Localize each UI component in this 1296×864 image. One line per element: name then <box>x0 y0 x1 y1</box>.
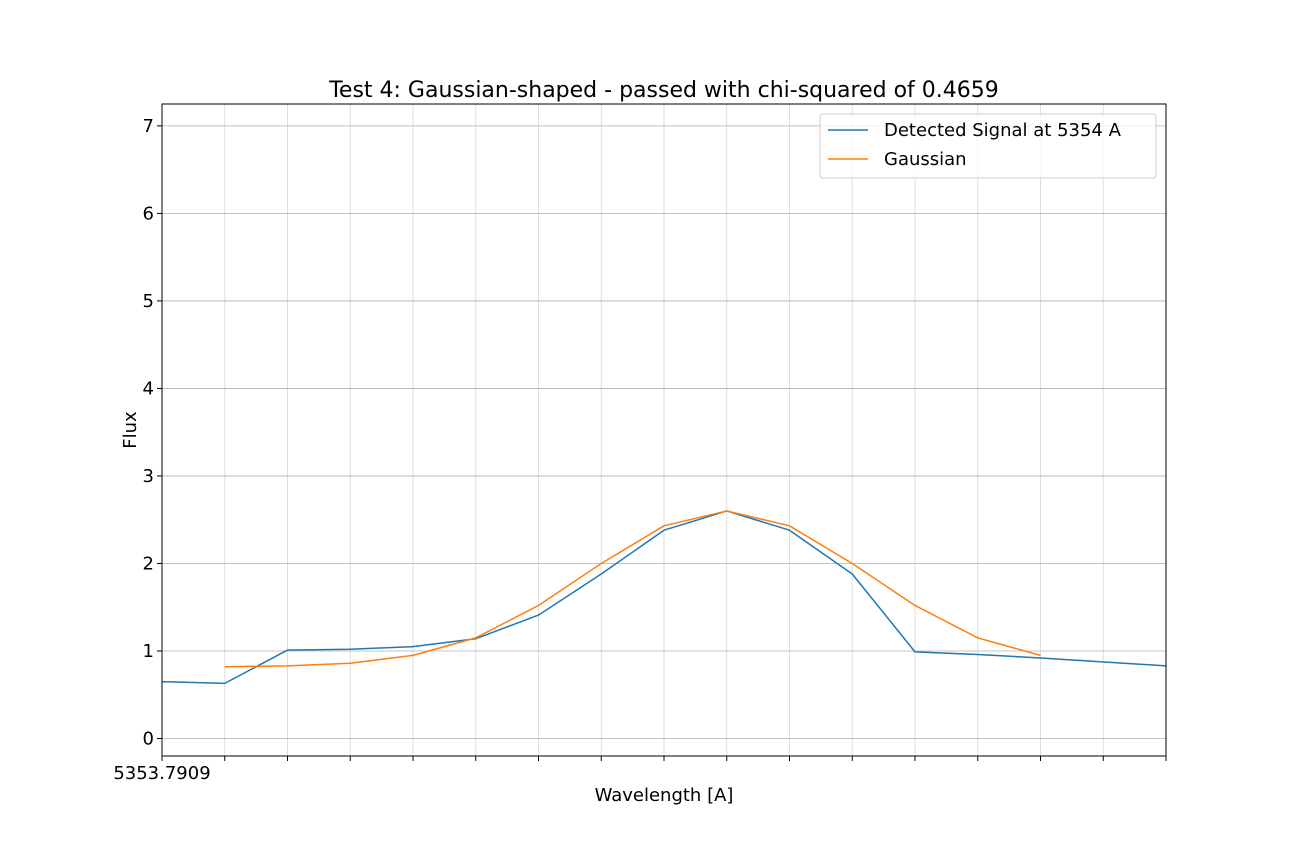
legend-box <box>819 113 1157 179</box>
legend-label-1: Gaussian <box>884 149 967 170</box>
y-tick-label: 4 <box>143 378 154 399</box>
legend-label-0: Detected Signal at 5354 A <box>884 120 1122 141</box>
x-tick-label: 5353.7909 <box>113 763 210 784</box>
legend: Detected Signal at 5354 A Gaussian <box>819 113 1157 179</box>
chart-title: Test 4: Gaussian-shaped - passed with ch… <box>328 78 999 103</box>
y-tick-label: 7 <box>143 116 154 137</box>
tick-layer: 0 1 2 3 4 5 6 7 5353.7909 <box>113 116 1167 784</box>
y-tick-label: 0 <box>143 728 154 749</box>
y-tick-label: 2 <box>143 553 154 574</box>
x-axis-label: Wavelength [A] <box>595 785 734 806</box>
series-line-0 <box>161 510 1167 685</box>
y-axis-label: Flux <box>120 411 141 449</box>
grid-layer <box>162 104 1166 756</box>
y-tick-label: 5 <box>143 291 154 312</box>
series-layer <box>161 510 1167 685</box>
series-line-1 <box>224 510 1041 668</box>
y-tick-label: 1 <box>143 641 154 662</box>
y-tick-label: 6 <box>143 203 154 224</box>
y-tick-label: 3 <box>143 466 154 487</box>
